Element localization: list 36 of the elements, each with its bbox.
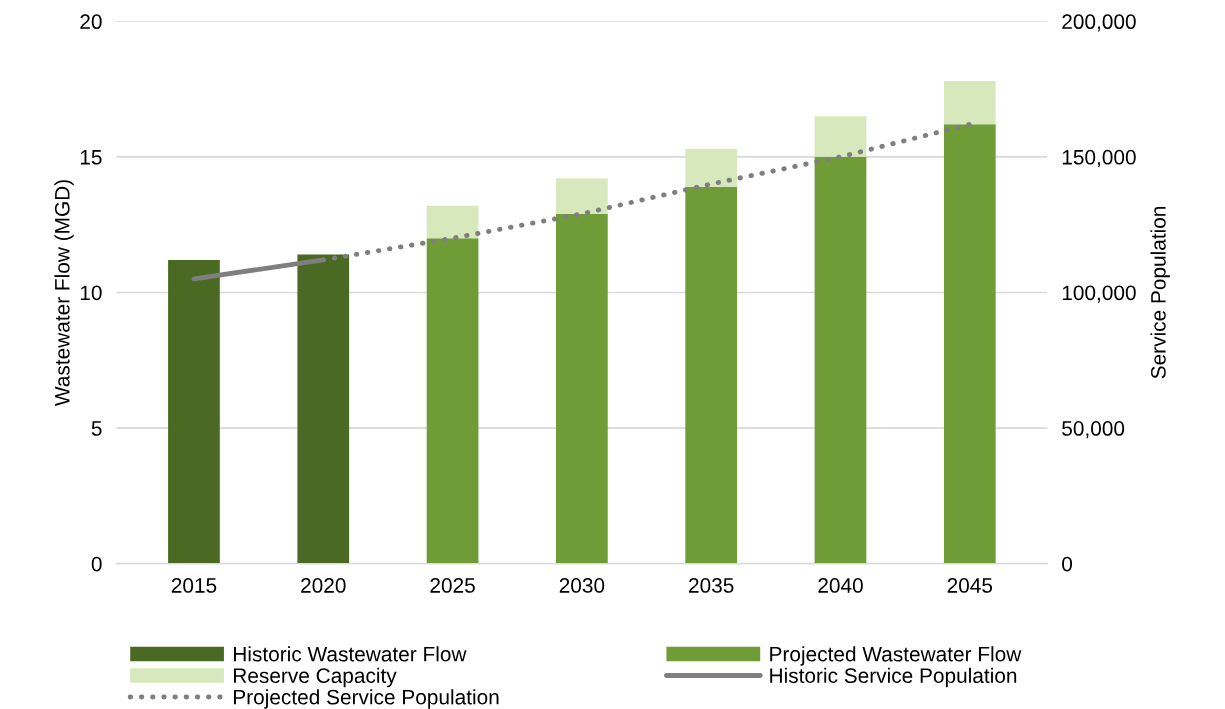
bar — [426, 205, 479, 239]
y2-tick-label: 0 — [1062, 556, 1073, 572]
y2-tick-label: 100,000 — [1062, 285, 1136, 303]
bar — [943, 80, 996, 125]
bar — [685, 148, 738, 187]
y-tick-label: 15 — [80, 150, 102, 165]
y-tick-label: 10 — [80, 285, 102, 301]
bar — [814, 116, 867, 157]
y2-tick-label: 200,000 — [1062, 14, 1136, 32]
y2-tick-label: 150,000 — [1062, 149, 1136, 168]
y-tick-label: 5 — [91, 421, 102, 436]
legend-label: Projected Wastewater Flow — [770, 646, 1022, 666]
bar — [814, 156, 867, 564]
x-tick-label: 2025 — [430, 578, 475, 593]
legend-label: Reserve Capacity — [233, 667, 397, 688]
y-axis-title: Wastewater Flow (MGD) — [54, 180, 74, 406]
legend-label: Historic Service Population — [770, 667, 1017, 688]
y2-axis-title: Service Population — [1150, 206, 1170, 379]
bar — [685, 186, 738, 564]
bar — [297, 254, 350, 564]
bar — [943, 124, 996, 564]
bar — [168, 259, 220, 564]
y-tick-label: 20 — [80, 14, 102, 30]
x-tick-label: 2035 — [689, 578, 734, 593]
legend-label: Historic Wastewater Flow — [233, 646, 467, 662]
x-tick-label: 2040 — [818, 578, 863, 593]
legend-label: Projected Service Population — [233, 689, 499, 709]
bar — [556, 213, 608, 564]
x-tick-label: 2045 — [947, 578, 993, 593]
x-tick-label: 2015 — [171, 578, 217, 593]
y2-tick-label: 50,000 — [1062, 421, 1125, 439]
bar — [556, 178, 608, 214]
x-tick-label: 2030 — [559, 578, 605, 593]
x-tick-label: 2020 — [301, 578, 346, 593]
bar — [426, 238, 479, 564]
y-tick-label: 0 — [91, 556, 102, 572]
